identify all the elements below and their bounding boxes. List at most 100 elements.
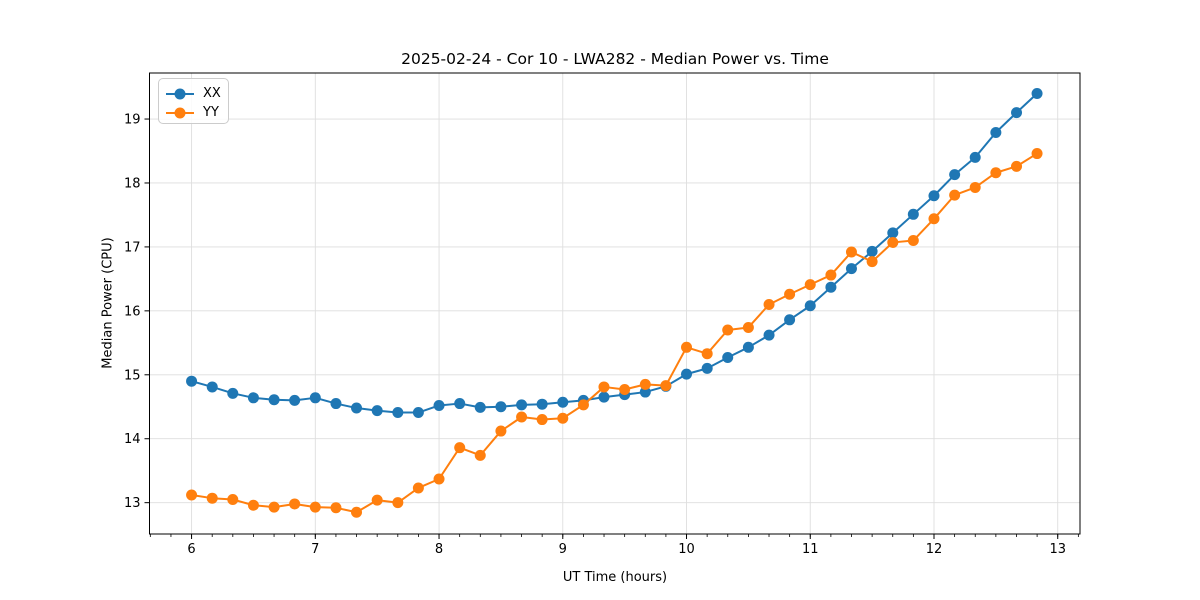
series-xx-marker (309, 392, 321, 404)
series-xx-marker (536, 398, 548, 410)
series-yy-marker (660, 380, 672, 392)
series-yy-marker (742, 321, 754, 333)
series-yy-marker (268, 501, 280, 513)
x-tick-label: 10 (678, 542, 695, 557)
legend-line-sample (166, 88, 194, 99)
series-xx-line (190, 92, 1039, 414)
series-yy-marker (804, 279, 816, 291)
series-yy-marker (866, 256, 878, 268)
series-xx-marker (392, 407, 404, 419)
series-yy-marker (433, 473, 445, 485)
legend-sample-marker (174, 107, 186, 118)
y-tick-label: 19 (124, 113, 141, 128)
series-xx-marker (887, 227, 899, 239)
series-xx-marker (1031, 87, 1043, 99)
series-yy-marker (247, 499, 259, 511)
series-xx-marker (474, 401, 486, 413)
x-tick-label: 12 (926, 542, 943, 557)
series-yy-marker (969, 181, 981, 193)
series-yy-marker (887, 236, 899, 248)
series-yy-marker (639, 378, 651, 390)
series-yy-marker (907, 235, 919, 247)
series-xx-marker (227, 387, 239, 399)
series-yy-marker (351, 506, 363, 518)
series-xx-marker (763, 329, 775, 341)
plot-border (149, 72, 1081, 535)
series-yy-line (190, 152, 1039, 514)
series-yy-marker (412, 482, 424, 494)
series-xx-marker (433, 399, 445, 411)
series-yy-marker (990, 167, 1002, 179)
series-xx-marker (784, 314, 796, 326)
series-yy-marker (557, 412, 569, 424)
series-yy-marker (1031, 148, 1043, 160)
series-yy-marker (949, 189, 961, 201)
series-xx-marker (557, 396, 569, 408)
series-yy-marker (763, 298, 775, 310)
legend: XX YY (158, 78, 229, 124)
x-tick-label: 6 (187, 542, 195, 557)
series-yy-marker (309, 501, 321, 513)
series-yy-marker (536, 414, 548, 426)
series-xx-marker (289, 394, 301, 406)
series-xx-marker (206, 381, 218, 393)
series-yy-marker (577, 399, 589, 411)
series-yy-marker (845, 246, 857, 258)
x-tick-label: 13 (1049, 542, 1066, 557)
series-xx-marker (330, 398, 342, 410)
series-xx-marker (371, 405, 383, 417)
series-yy-marker (495, 425, 507, 437)
series-yy-marker (330, 502, 342, 514)
x-tick-label: 11 (802, 542, 819, 557)
series-yy-marker (825, 269, 837, 281)
series-xx-marker (949, 169, 961, 181)
series-yy-marker (516, 411, 528, 423)
series-xx-marker (495, 401, 507, 413)
series-yy-marker (392, 497, 404, 509)
series-yy-marker (701, 348, 713, 360)
series-xx-marker (639, 386, 651, 398)
series-yy-marker (681, 341, 693, 353)
x-tick-label: 8 (435, 542, 443, 557)
series-yy-marker (1011, 160, 1023, 172)
series-yy-marker (186, 489, 198, 501)
series-xx-marker (186, 375, 198, 387)
series-yy-marker (206, 492, 218, 504)
x-tick-label: 9 (559, 542, 567, 557)
y-tick-label: 15 (124, 368, 141, 383)
chart-title: 2025-02-24 - Cor 10 - LWA282 - Median Po… (401, 50, 829, 68)
y-tick-label: 16 (124, 304, 141, 319)
series-xx-marker (866, 245, 878, 257)
y-tick-label: 13 (124, 496, 141, 511)
series-xx-marker (845, 263, 857, 275)
series-xx-marker (907, 208, 919, 220)
series-yy-marker (371, 494, 383, 506)
series-xx-marker (990, 126, 1002, 138)
series-xx-marker (804, 300, 816, 312)
series-xx-marker (268, 394, 280, 406)
y-axis-label-text: Median Power (CPU) (100, 237, 116, 369)
series-yy-marker (722, 324, 734, 336)
series-xx-marker (681, 368, 693, 380)
series-xx-marker (742, 341, 754, 353)
series-xx-marker (598, 391, 610, 403)
series-xx-marker (351, 402, 363, 414)
legend-item-yy: YY (165, 103, 228, 122)
legend-sample-marker (174, 88, 186, 99)
y-tick-label: 14 (124, 432, 141, 447)
series-yy-marker (474, 449, 486, 461)
series-xx-marker (1011, 107, 1023, 119)
series-xx-marker (969, 151, 981, 163)
series-yy-marker (598, 381, 610, 393)
legend-label: XX (203, 86, 221, 101)
legend-line-sample (166, 107, 194, 118)
series-xx-marker (516, 399, 528, 411)
series-xx-marker (247, 392, 259, 404)
series-yy-marker (784, 288, 796, 300)
series-xx-marker (454, 398, 466, 410)
series-xx-marker (825, 281, 837, 293)
x-tick-label: 7 (311, 542, 319, 557)
series-yy-marker (454, 442, 466, 454)
